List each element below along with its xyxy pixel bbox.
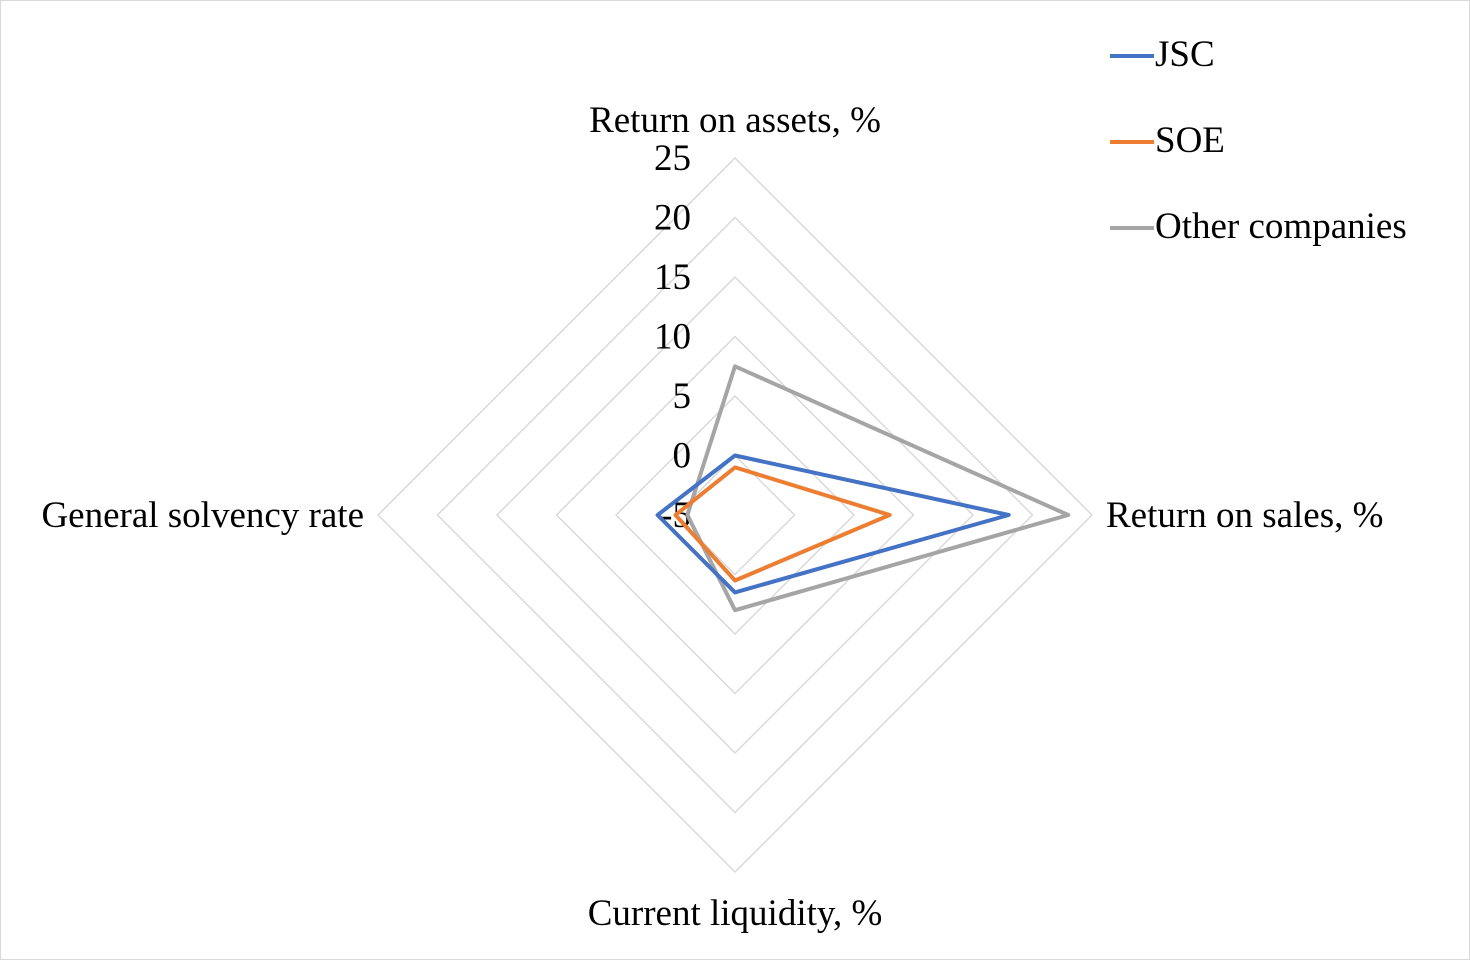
grid-ring-20 xyxy=(436,216,1034,814)
legend-swatch-jsc xyxy=(1110,54,1154,58)
grid-ring-25 xyxy=(376,156,1094,874)
tick-label-5: 5 xyxy=(673,376,692,417)
tick-label-0: 0 xyxy=(673,436,692,477)
radar-grid xyxy=(376,156,1094,874)
series-line-other-companies xyxy=(685,364,1071,613)
legend-swatch-soe xyxy=(1110,140,1154,144)
axis-label-return-on-sales: Return on sales, % xyxy=(1106,495,1383,536)
axis-label-current-liquidity: Current liquidity, % xyxy=(588,893,883,934)
grid-ring-0 xyxy=(674,454,796,576)
grid-ring-5 xyxy=(614,394,856,636)
legend-swatch-other-companies xyxy=(1110,226,1154,230)
tick-label-10: 10 xyxy=(654,317,691,358)
tick-label-20: 20 xyxy=(654,198,691,239)
axis-label-general-solvency-rate: General solvency rate xyxy=(41,495,364,536)
tick-label-25: 25 xyxy=(654,138,691,179)
axis-labels: Return on assets, % Return on sales, % Cur… xyxy=(41,100,1383,934)
legend-label-jsc: JSC xyxy=(1155,34,1215,75)
series-line-soe xyxy=(673,465,892,583)
grid-ring-15 xyxy=(495,275,975,755)
grid-ring-10 xyxy=(555,335,915,695)
series-lines xyxy=(655,364,1071,613)
legend-label-other-companies: Other companies xyxy=(1155,206,1407,247)
series-line-jsc xyxy=(655,453,1011,595)
legend-label-soe: SOE xyxy=(1155,120,1225,161)
axis-label-return-on-assets: Return on assets, % xyxy=(589,100,881,141)
tick-label-15: 15 xyxy=(654,257,691,298)
